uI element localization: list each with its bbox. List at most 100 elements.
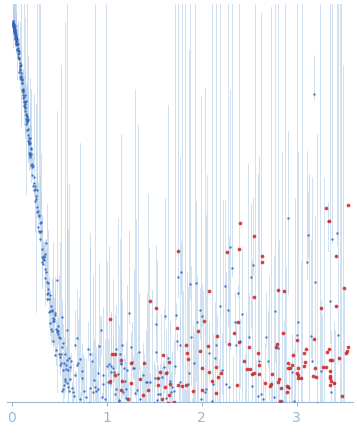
Point (85, 425, 91, 432)
Point (179, 420, 185, 427)
Point (27, 153, 33, 160)
Point (17, 73, 23, 80)
Point (21, 98, 27, 105)
Point (78, 402, 84, 409)
Point (327, 374, 333, 381)
Point (29, 172, 35, 179)
Point (246, 333, 252, 340)
Point (116, 397, 121, 404)
Point (144, 378, 150, 385)
Point (188, 334, 194, 341)
Point (12, 33, 18, 40)
Point (129, 344, 134, 351)
Point (109, 350, 115, 357)
Point (56, 327, 61, 334)
Point (37, 229, 43, 236)
Point (56, 333, 62, 340)
Point (285, 384, 291, 391)
Point (160, 430, 166, 437)
Point (247, 365, 253, 372)
Point (173, 312, 178, 319)
Point (323, 205, 328, 212)
Point (233, 342, 239, 349)
Point (225, 249, 230, 256)
Point (268, 430, 273, 437)
Point (46, 285, 51, 292)
Point (251, 262, 256, 269)
Point (191, 360, 197, 367)
Point (85, 346, 90, 353)
Point (60, 367, 66, 374)
Point (186, 355, 191, 362)
Point (24, 117, 30, 124)
Point (263, 333, 269, 340)
Point (282, 436, 288, 437)
Point (104, 363, 110, 370)
Point (90, 388, 95, 395)
Point (18, 75, 24, 82)
Point (112, 351, 118, 358)
Point (166, 400, 171, 407)
Point (75, 335, 80, 342)
Point (230, 406, 236, 413)
Point (38, 227, 44, 234)
Point (87, 385, 92, 392)
Point (26, 141, 32, 148)
Point (66, 384, 71, 391)
Point (52, 310, 57, 317)
Point (237, 219, 243, 226)
Point (258, 410, 264, 417)
Point (294, 336, 300, 343)
Point (12, 23, 18, 30)
Point (24, 127, 30, 134)
Point (57, 354, 63, 361)
Point (345, 344, 351, 351)
Point (11, 23, 16, 30)
Point (249, 427, 255, 434)
Point (164, 416, 170, 423)
Point (98, 326, 104, 333)
Point (339, 392, 345, 399)
Point (276, 434, 282, 437)
Point (285, 382, 290, 389)
Point (138, 424, 144, 431)
Point (295, 319, 301, 326)
Point (51, 316, 57, 323)
Point (251, 369, 257, 376)
Point (331, 417, 337, 424)
Point (12, 36, 18, 43)
Point (11, 25, 17, 32)
Point (111, 426, 117, 433)
Point (289, 368, 295, 375)
Point (11, 23, 16, 30)
Point (139, 434, 145, 437)
Point (313, 373, 319, 380)
Point (91, 376, 97, 383)
Point (17, 60, 22, 67)
Point (31, 187, 36, 194)
Point (12, 29, 18, 36)
Point (25, 115, 31, 122)
Point (193, 280, 199, 287)
Point (42, 274, 48, 281)
Point (22, 104, 28, 111)
Point (256, 350, 261, 357)
Point (44, 290, 49, 297)
Point (11, 28, 16, 35)
Point (160, 351, 166, 358)
Point (169, 384, 175, 391)
Point (159, 373, 165, 380)
Point (20, 88, 26, 95)
Point (327, 381, 333, 388)
Point (101, 381, 106, 388)
Point (300, 413, 305, 420)
Point (281, 288, 287, 295)
Point (107, 378, 112, 385)
Point (16, 68, 22, 75)
Point (21, 102, 27, 109)
Point (334, 229, 340, 236)
Point (16, 47, 21, 54)
Point (10, 22, 16, 29)
Point (13, 31, 19, 38)
Point (120, 388, 126, 395)
